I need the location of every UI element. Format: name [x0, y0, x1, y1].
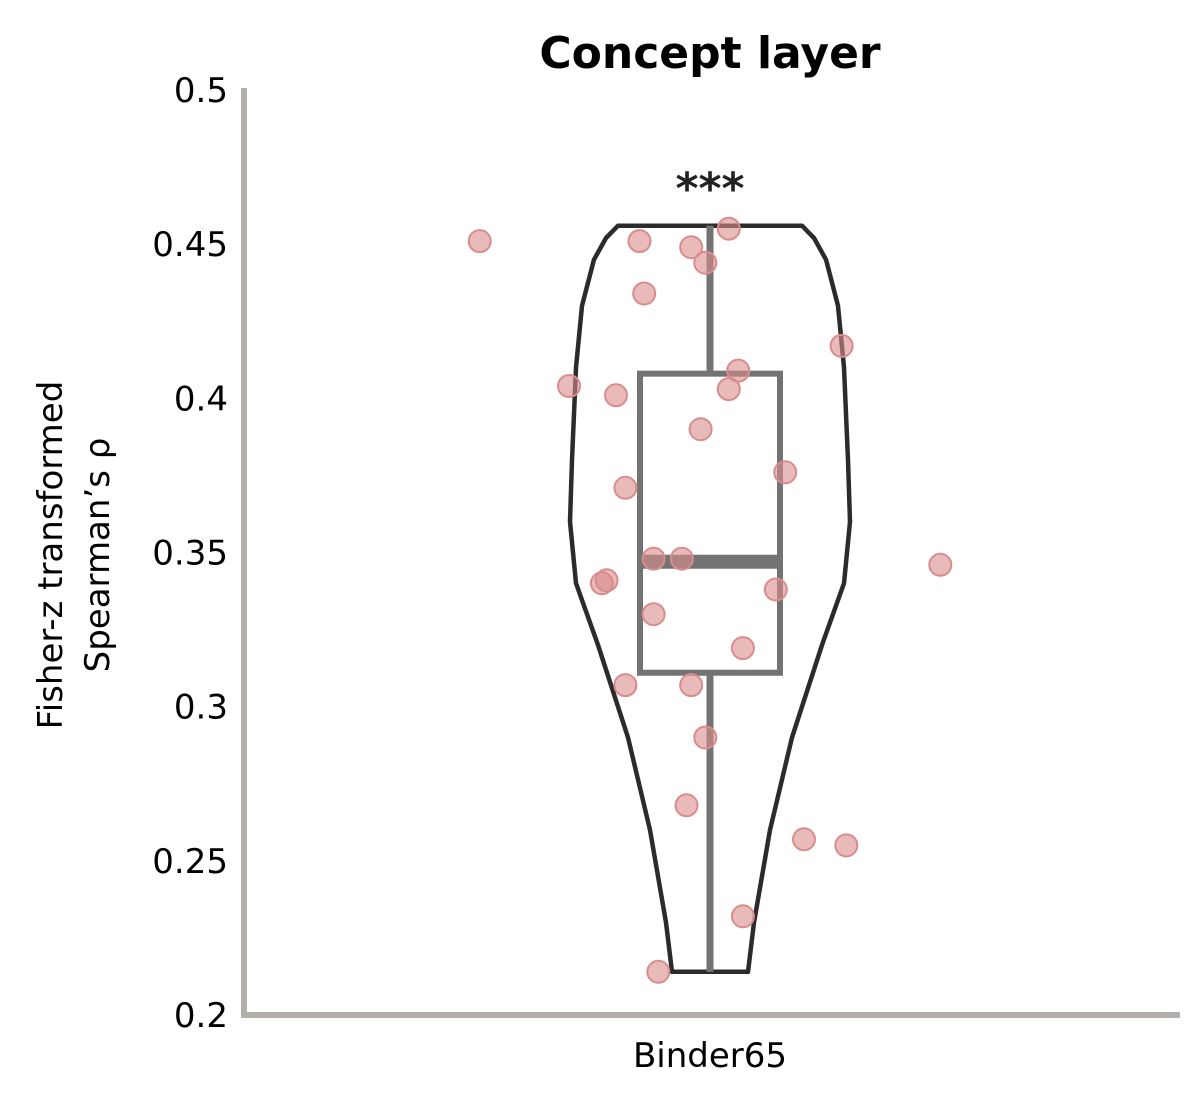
data-point-27 [792, 827, 816, 852]
y-tick-label-0.3: 0.3 [174, 688, 228, 728]
data-point-8 [726, 358, 751, 383]
y-axis-label: Fisher-z transformed Spearman’s ρ [31, 381, 118, 730]
y-tick-label-0.4: 0.4 [174, 379, 228, 419]
data-point-14 [613, 475, 638, 500]
data-point-16 [669, 546, 694, 571]
significance-marker: *** [675, 164, 744, 215]
data-point-13 [773, 460, 798, 485]
y-axis-label-line-1: Fisher-z transformed [31, 381, 71, 730]
y-tick-label-0.2: 0.2 [174, 996, 228, 1036]
violin-outline [567, 223, 853, 975]
plot-area: *** 0.2 0.25 0.3 0.35 0.4 0.45 0.5 Binder65 [152, 71, 1180, 1076]
y-tick-label-0.35: 0.35 [152, 534, 228, 574]
y-tick-label-0.25: 0.25 [152, 842, 228, 882]
data-point-26 [674, 793, 699, 818]
data-point-5 [693, 250, 718, 275]
data-point-3 [679, 235, 704, 260]
y-tick-label-0.5: 0.5 [174, 71, 228, 111]
data-point-7 [829, 333, 854, 358]
data-point-6 [632, 281, 657, 306]
data-point-24 [679, 673, 704, 698]
x-category-label: Binder65 [633, 1036, 787, 1076]
chart-title: Concept layer [539, 28, 881, 79]
data-point-10 [716, 377, 741, 402]
data-point-1 [467, 229, 492, 254]
data-point-21 [641, 602, 666, 627]
data-point-4 [716, 216, 741, 241]
y-axis-label-line-2: Spearman’s ρ [78, 438, 118, 673]
data-point-15 [641, 546, 666, 571]
data-point-29 [730, 904, 755, 929]
data-point-22 [730, 636, 755, 661]
data-point-17 [928, 552, 953, 577]
data-point-9 [557, 374, 581, 398]
interquartile-box [637, 370, 783, 676]
data-point-19 [594, 568, 619, 593]
data-point-12 [688, 417, 713, 442]
data-point-25 [693, 725, 718, 750]
data-point-20 [763, 577, 788, 602]
data-point-11 [604, 383, 628, 408]
data-point-2 [627, 229, 652, 254]
y-tick-label-0.45: 0.45 [152, 225, 228, 265]
data-point-23 [613, 673, 638, 698]
data-point-30 [646, 959, 671, 984]
data-point-28 [834, 833, 859, 858]
